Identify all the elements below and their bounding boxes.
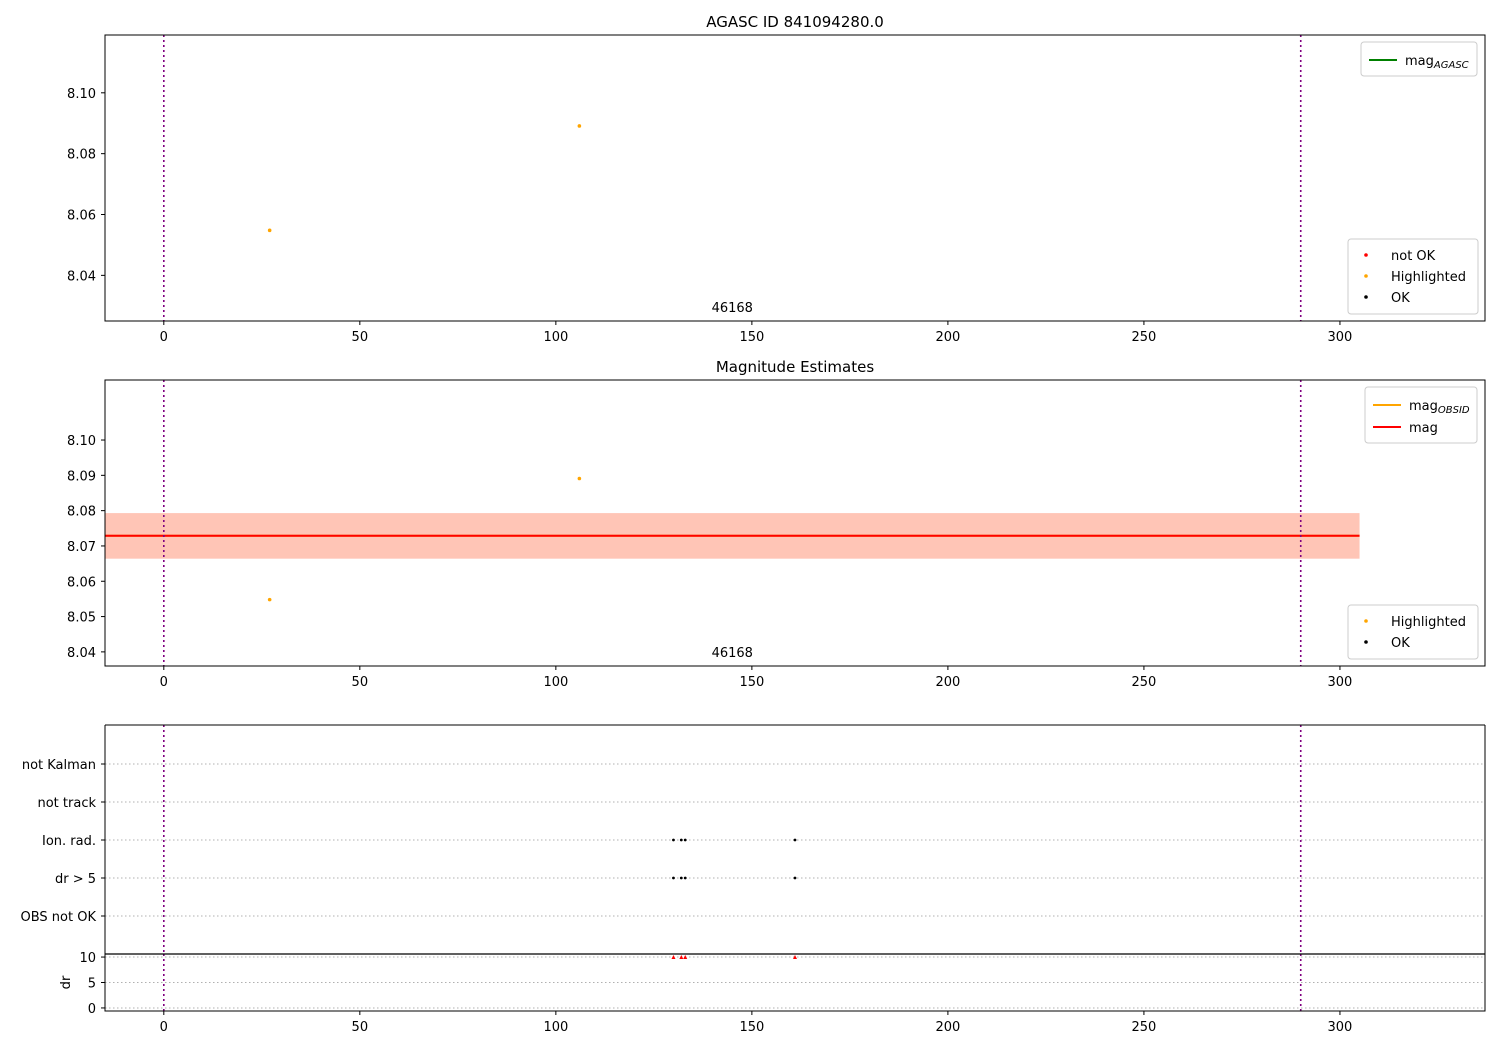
- y-tick-label: 0: [88, 1002, 96, 1017]
- legend-marker: [1364, 274, 1368, 278]
- legend-line-name: mag: [1409, 399, 1438, 414]
- highlighted-point: [267, 228, 272, 233]
- x-tick-label: 150: [739, 330, 764, 345]
- x-tick-label: 100: [543, 675, 568, 690]
- legend-point-label: OK: [1391, 636, 1410, 651]
- flag-point: [683, 876, 687, 880]
- legend-point-label: Highlighted: [1391, 270, 1466, 285]
- legend-marker: [1364, 640, 1368, 644]
- flag-category-label: OBS not OK: [21, 910, 97, 925]
- y-tick-label: 8.10: [67, 434, 96, 449]
- highlighted-point: [577, 124, 582, 128]
- x-tick-label: 300: [1328, 330, 1353, 345]
- x-tick-label: 50: [352, 675, 369, 690]
- flag-point: [672, 838, 675, 842]
- legend-point-label: Highlighted: [1391, 615, 1466, 630]
- clipped-dr-marker: [679, 955, 684, 960]
- x-tick-label: 200: [935, 330, 960, 345]
- flag-point: [672, 876, 675, 880]
- x-tick-label: 250: [1132, 675, 1157, 690]
- legend-line-name: mag: [1409, 421, 1438, 436]
- y-tick-label: 8.05: [67, 611, 96, 626]
- x-tick-label: 50: [352, 1020, 369, 1035]
- legend-line-label: magOBSID: [1409, 399, 1470, 416]
- highlighted-point: [267, 597, 272, 602]
- legend-box: [1347, 604, 1479, 660]
- y-tick-label: 8.09: [67, 469, 96, 484]
- panel-title: Magnitude Estimates: [716, 358, 874, 376]
- x-tick-label: 300: [1328, 1020, 1353, 1035]
- obsid-label: 46168: [712, 646, 753, 661]
- clipped-dr-marker: [683, 955, 688, 960]
- y-tick-label: 8.04: [67, 646, 96, 661]
- x-tick-label: 0: [160, 675, 168, 690]
- highlighted-point: [577, 476, 582, 481]
- y-tick-label: 8.06: [67, 575, 96, 590]
- flag-point: [683, 838, 687, 842]
- clipped-dr-marker: [793, 955, 797, 960]
- y-tick-label: 8.06: [67, 209, 96, 224]
- x-tick-label: 100: [543, 1020, 568, 1035]
- legend-line-name: mag: [1405, 54, 1434, 69]
- y-tick-label: 8.08: [67, 505, 96, 520]
- x-tick-label: 300: [1328, 675, 1353, 690]
- legend-line-label: mag: [1409, 421, 1438, 436]
- x-tick-label: 200: [935, 675, 960, 690]
- flag-category-label: Ion. rad.: [42, 834, 96, 849]
- x-tick-label: 150: [739, 1020, 764, 1035]
- y-tick-label: 5: [88, 977, 96, 992]
- figure-title: AGASC ID 841094280.0: [706, 13, 884, 31]
- flags-panel: OBS not OK dr > 5 Ion. rad. not track not Ka…: [21, 724, 1486, 954]
- legend-box: [1364, 386, 1478, 444]
- x-tick-label: 250: [1132, 330, 1157, 345]
- flag-point: [793, 876, 797, 880]
- y-axis-label: dr: [59, 975, 74, 989]
- flag-category-label: not track: [37, 796, 96, 811]
- x-tick-label: 0: [160, 330, 168, 345]
- axes-frame: [104, 34, 1486, 322]
- flag-category-label: dr > 5: [55, 872, 96, 887]
- y-tick-label: 8.08: [67, 148, 96, 163]
- magnitude-estimates-panel: Magnitude Estimates 46168 0 50 100 150 200 250 3…: [67, 358, 1486, 690]
- legend-box: [1360, 41, 1478, 77]
- dr-panel: 0 50 100 150 200 250 300 0 5 10 dr: [59, 951, 1486, 1035]
- agasc-magnitude-panel: 46168 0 50 100 150 200 250 300 8.04 8.06 8.08 8.10 m…: [67, 34, 1486, 345]
- y-tick-label: 8.10: [67, 87, 96, 102]
- flag-category-label: not Kalman: [22, 758, 96, 773]
- legend-line-label: magAGASC: [1405, 54, 1469, 71]
- x-tick-label: 200: [935, 1020, 960, 1035]
- legend-marker: [1364, 295, 1368, 299]
- flag-point: [679, 838, 683, 842]
- x-tick-label: 0: [160, 1020, 168, 1035]
- y-tick-label: 10: [79, 951, 96, 966]
- legend-marker: [1364, 619, 1368, 623]
- legend-box: [1347, 238, 1479, 315]
- legend-line-subscript: OBSID: [1438, 405, 1470, 416]
- x-tick-label: 250: [1132, 1020, 1157, 1035]
- legend-marker: [1364, 253, 1368, 257]
- clipped-dr-marker: [671, 955, 676, 960]
- legend-point-label: OK: [1391, 291, 1410, 306]
- obsid-label: 46168: [712, 301, 753, 316]
- flag-point: [793, 838, 797, 842]
- flag-point: [679, 876, 683, 880]
- x-tick-label: 100: [543, 330, 568, 345]
- x-tick-label: 50: [352, 330, 369, 345]
- legend-point-label: not OK: [1391, 249, 1436, 264]
- y-tick-label: 8.04: [67, 269, 96, 284]
- x-tick-label: 150: [739, 675, 764, 690]
- legend-line-subscript: AGASC: [1433, 60, 1469, 71]
- y-tick-label: 8.07: [67, 540, 96, 555]
- axes-frame: [104, 379, 1486, 667]
